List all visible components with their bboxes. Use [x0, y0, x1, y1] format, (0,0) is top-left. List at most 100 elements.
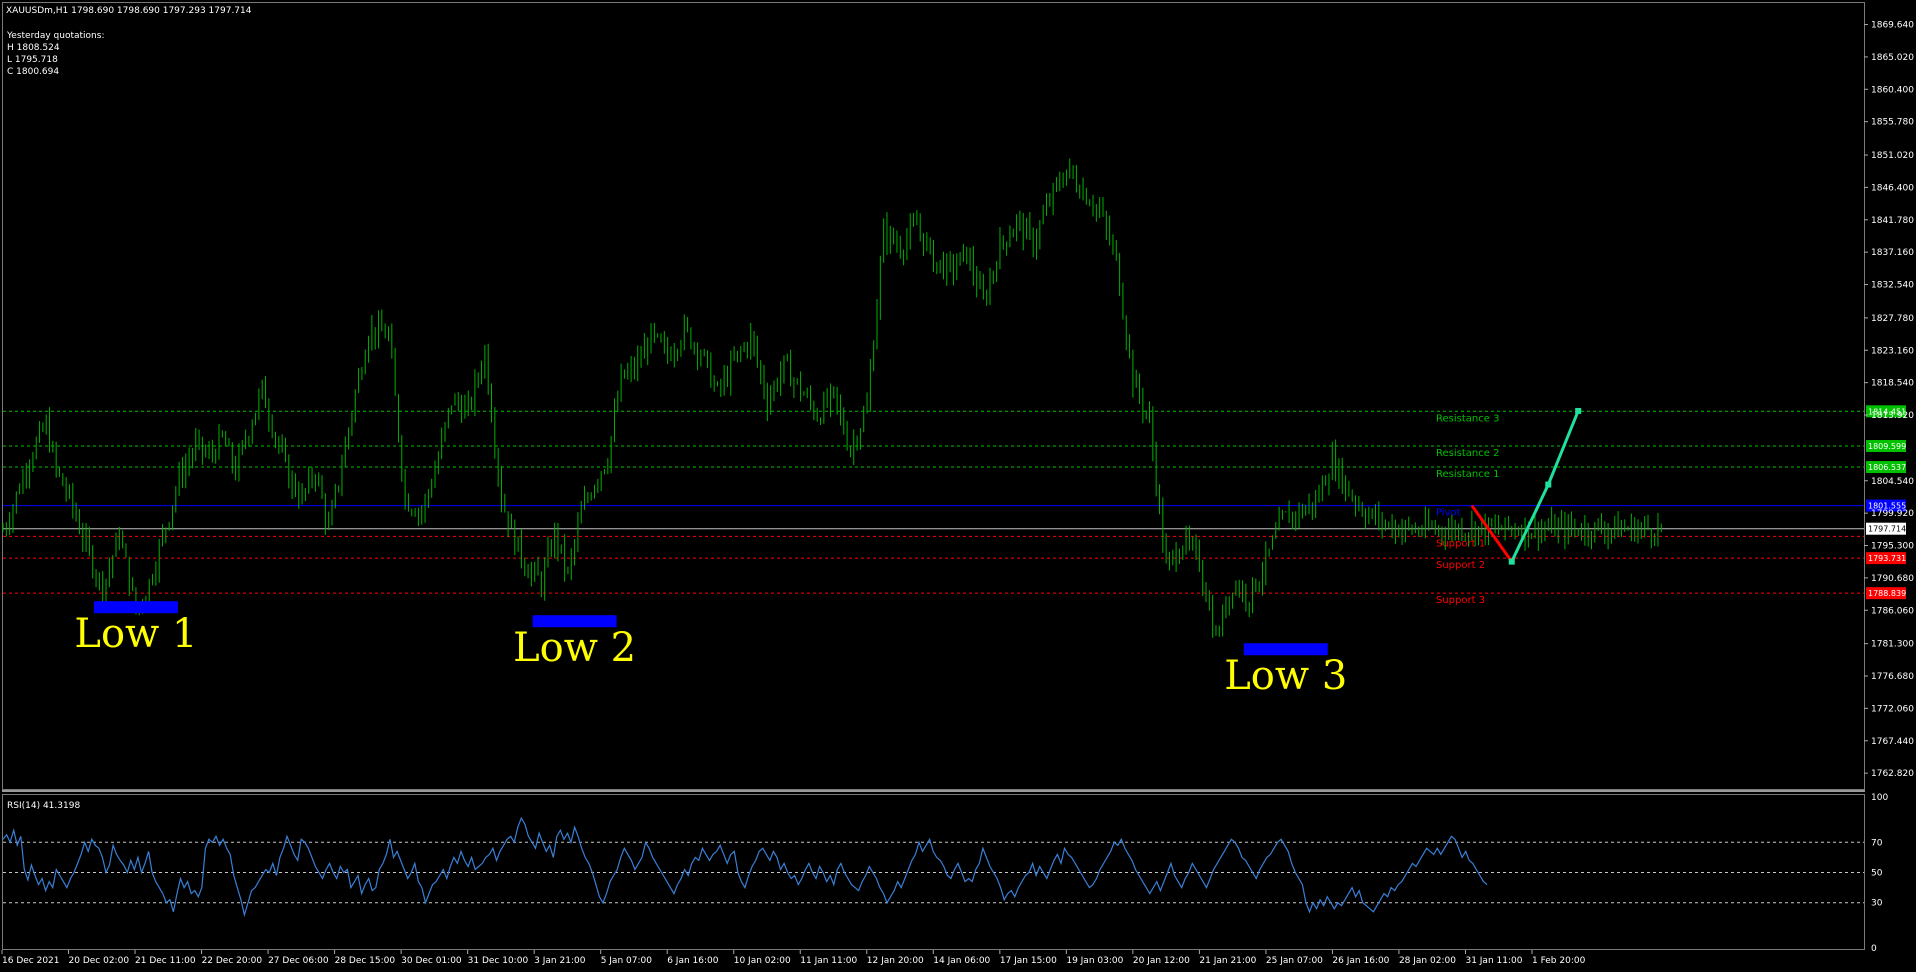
x-tick-label-8: 3 Jan 21:00: [534, 956, 586, 966]
y-tick-label-5: 1846.400: [1871, 183, 1914, 193]
forecast-point-1: [1545, 481, 1552, 488]
forecast-point-2: [1575, 407, 1582, 414]
yesterday-title: Yesterday quotations:: [6, 31, 104, 41]
level-label-6: Support 2: [1436, 560, 1485, 571]
y-tick-label-2: 1860.400: [1871, 85, 1914, 95]
y-tick-label-3: 1855.780: [1871, 118, 1914, 128]
rsi-panel[interactable]: [2, 794, 1865, 950]
forecast-segment-2: [1546, 410, 1580, 486]
level-label-5: Support 1: [1436, 538, 1485, 549]
level-price-tag-bg-3: [1866, 499, 1906, 512]
rsi-line: [2, 816, 1488, 918]
level-price-tag-2: 1806.537: [1868, 463, 1906, 472]
rsi-tick-label-1: 70: [1871, 838, 1883, 848]
y-tick-label-18: 1781.300: [1871, 640, 1914, 650]
symbol-quote-line: XAUUSDm,H1 1798.690 1798.690 1797.293 17…: [6, 6, 252, 16]
level-label-7: Support 3: [1436, 595, 1485, 606]
x-tick-label-6: 30 Dec 01:00: [401, 956, 462, 966]
y-tick-label-0: 1869.640: [1871, 21, 1914, 31]
level-label-2: Resistance 1: [1436, 469, 1499, 480]
x-tick-label-18: 21 Jan 21:00: [1199, 956, 1256, 966]
x-tick-label-7: 31 Dec 10:00: [468, 956, 529, 966]
level-price-tag-bg-1: [1866, 440, 1906, 453]
low-annotations: Low 1 Low 2 Low 3: [74, 601, 1347, 699]
level-price-tag-1: 1809.599: [1868, 442, 1906, 451]
y-tick-label-11: 1818.540: [1871, 379, 1914, 389]
x-tick-label-10: 6 Jan 16:00: [667, 956, 719, 966]
rsi-label: RSI(14) 41.3198: [7, 801, 80, 811]
x-tick-label-22: 31 Jan 11:00: [1465, 956, 1522, 966]
yesterday-close: C 1800.694: [7, 67, 59, 77]
level-label-3: Pivot: [1436, 508, 1461, 519]
y-tick-label-1: 1865.020: [1871, 53, 1914, 63]
y-tick-label-8: 1832.540: [1871, 281, 1914, 291]
level-price-tag-bg-6: [1866, 552, 1906, 565]
low-marker-3: [1243, 643, 1328, 656]
price-candles: [2, 158, 1662, 638]
y-tick-label-9: 1827.780: [1871, 314, 1914, 324]
x-tick-label-17: 20 Jan 12:00: [1133, 956, 1190, 966]
rsi-tick-label-3: 30: [1871, 899, 1883, 909]
x-tick-label-23: 1 Feb 20:00: [1532, 956, 1586, 966]
price-panel[interactable]: [2, 2, 1865, 790]
x-tick-label-15: 17 Jan 15:00: [1000, 956, 1057, 966]
forecast-path: [1470, 407, 1582, 565]
x-tick-label-0: 16 Dec 2021: [2, 956, 60, 966]
x-tick-label-4: 27 Dec 06:00: [268, 956, 329, 966]
rsi-tick-label-4: 0: [1871, 944, 1877, 954]
level-price-tag-bg-4: [1866, 522, 1906, 535]
y-tick-label-21: 1767.440: [1871, 737, 1914, 747]
y-tick-label-14: 1799.920: [1871, 509, 1914, 519]
y-tick-label-7: 1837.160: [1871, 248, 1914, 258]
time-axis: 16 Dec 2021 20 Dec 02:00 21 Dec 11:00 22 De…: [1, 950, 1586, 966]
level-price-tag-3: 1801.555: [1868, 502, 1906, 511]
low-label-2: Low 2: [513, 625, 636, 671]
forecast-segment-0: [1470, 504, 1513, 563]
price-axis: 1869.640 1865.020 1860.400 1855.780 1851.020…: [1864, 21, 1914, 779]
rsi-tick-label-2: 50: [1871, 869, 1883, 879]
low-label-3: Low 3: [1224, 653, 1347, 699]
y-tick-label-19: 1776.680: [1871, 672, 1914, 682]
x-tick-label-14: 14 Jan 06:00: [933, 956, 990, 966]
yesterday-high: H 1808.524: [7, 43, 60, 53]
level-label-1: Resistance 2: [1436, 448, 1499, 459]
x-tick-label-16: 19 Jan 03:00: [1066, 956, 1123, 966]
level-price-tag-0: 1814.451: [1868, 407, 1906, 416]
x-tick-label-9: 5 Jan 07:00: [601, 956, 653, 966]
y-tick-label-22: 1762.820: [1871, 769, 1914, 779]
x-tick-label-2: 21 Dec 11:00: [135, 956, 196, 966]
level-label-0: Resistance 3: [1436, 413, 1499, 424]
x-tick-label-20: 26 Jan 16:00: [1332, 956, 1389, 966]
x-tick-label-3: 22 Dec 20:00: [202, 956, 263, 966]
x-tick-label-5: 28 Dec 15:00: [335, 956, 396, 966]
forecast-segment-1: [1510, 483, 1550, 563]
level-price-tag-bg-7: [1866, 587, 1906, 600]
y-tick-label-16: 1790.680: [1871, 574, 1914, 584]
level-price-tag-4: 1797.714: [1868, 525, 1906, 534]
x-tick-label-12: 11 Jan 11:00: [800, 956, 857, 966]
y-tick-label-13: 1804.540: [1871, 477, 1914, 487]
x-tick-label-13: 12 Jan 20:00: [867, 956, 924, 966]
y-tick-label-15: 1795.300: [1871, 542, 1914, 552]
x-tick-label-11: 10 Jan 02:00: [734, 956, 791, 966]
y-tick-label-10: 1823.160: [1871, 346, 1914, 356]
low-marker-1: [93, 601, 178, 614]
y-tick-label-12: 1813.920: [1871, 411, 1914, 421]
level-price-tag-7: 1788.839: [1868, 589, 1906, 598]
x-tick-label-19: 25 Jan 07:00: [1266, 956, 1323, 966]
yesterday-low: L 1795.718: [7, 55, 58, 65]
low-label-1: Low 1: [74, 611, 197, 657]
rsi-tick-label-0: 100: [1871, 793, 1888, 803]
y-tick-label-17: 1786.060: [1871, 606, 1914, 616]
level-price-tag-bg-2: [1866, 461, 1906, 474]
y-tick-label-20: 1772.060: [1871, 704, 1914, 714]
low-marker-2: [532, 615, 617, 628]
level-price-tag-6: 1793.731: [1868, 554, 1906, 563]
y-tick-label-4: 1851.020: [1871, 151, 1914, 161]
x-tick-label-21: 28 Jan 02:00: [1399, 956, 1456, 966]
forecast-point-0: [1508, 558, 1515, 565]
y-tick-label-6: 1841.780: [1871, 216, 1914, 226]
x-tick-label-1: 20 Dec 02:00: [69, 956, 130, 966]
